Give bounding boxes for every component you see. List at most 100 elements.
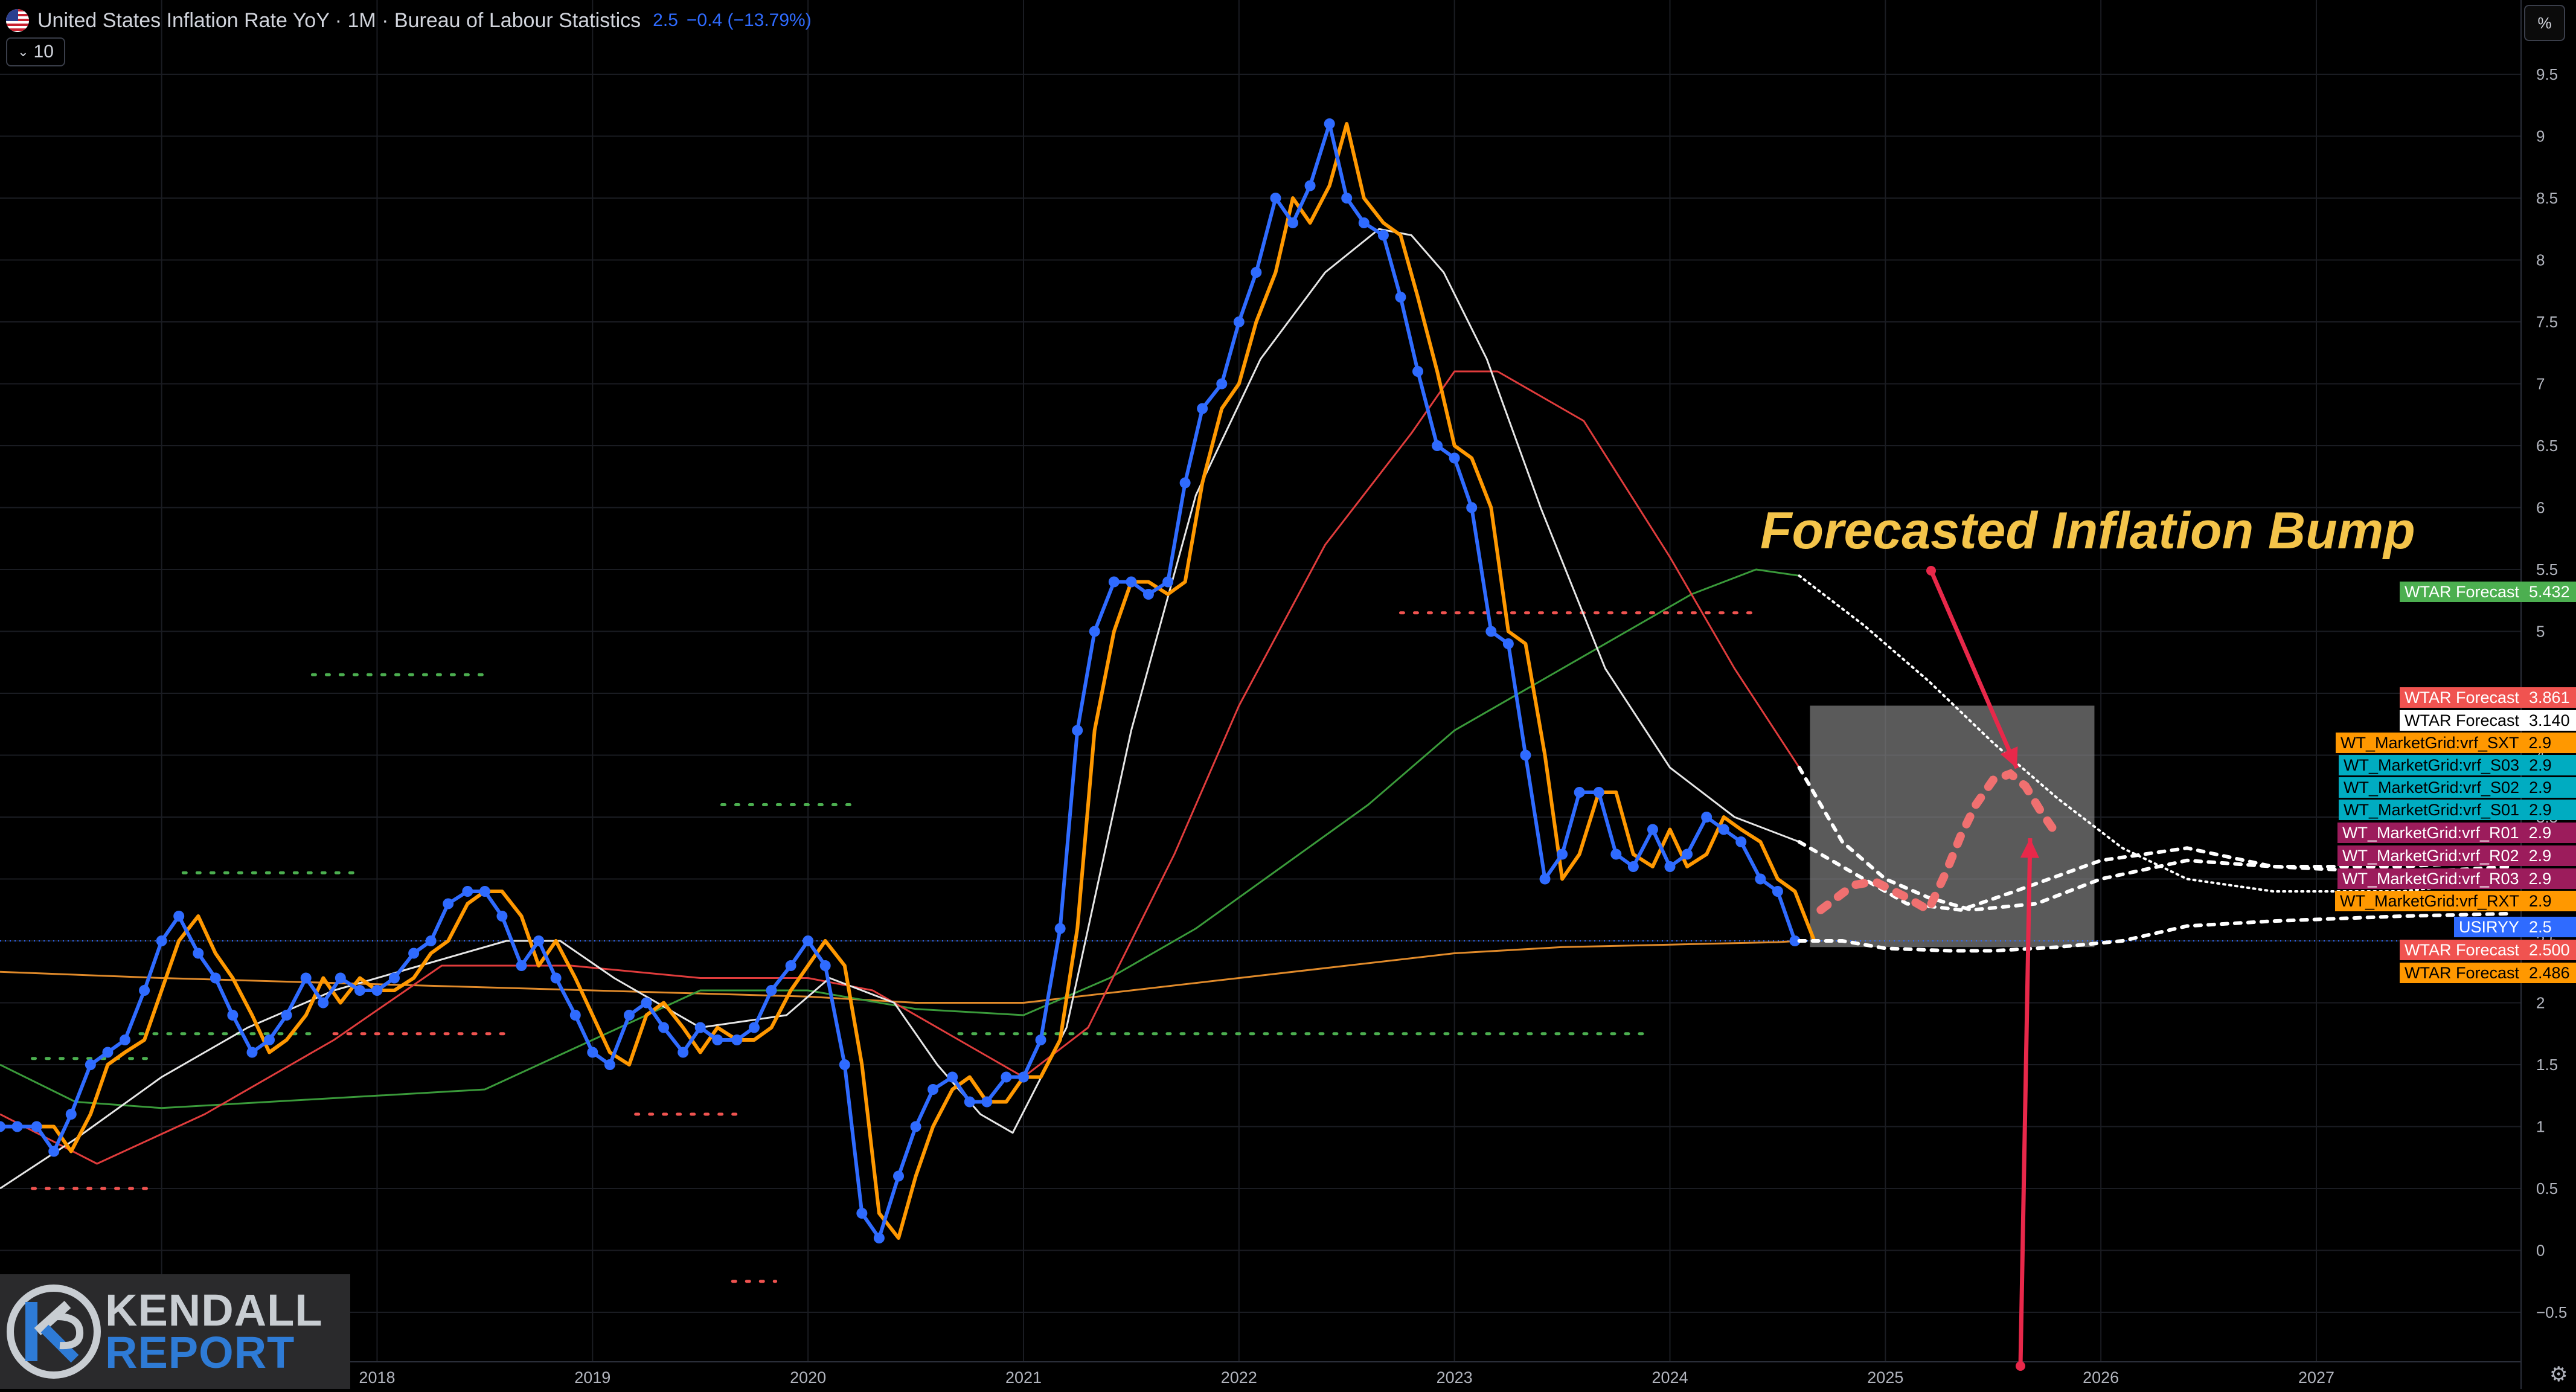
data-point [48, 1146, 60, 1157]
data-point [85, 1059, 96, 1070]
x-tick-label: 2027 [2298, 1368, 2334, 1387]
data-point [193, 948, 204, 959]
data-point [1341, 193, 1353, 204]
price-tag-name: WT_MarketGrid:vrf_S01 [2339, 800, 2525, 820]
data-point [1304, 180, 1316, 191]
data-point [371, 985, 383, 996]
data-point [300, 972, 312, 984]
data-point [425, 935, 437, 946]
x-tick-label: 2025 [1867, 1368, 1903, 1387]
price-tag: WT_MarketGrid:vrf_S02 2.9 [2339, 777, 2576, 798]
price-tag-value: 2.500 [2524, 940, 2576, 960]
annotation-arrow-bottom-head [2020, 838, 2040, 858]
data-point [604, 1059, 615, 1070]
data-point [1216, 378, 1228, 390]
data-point [1142, 589, 1154, 600]
data-point [389, 972, 400, 984]
y-tick-label: 7 [2536, 375, 2545, 393]
data-point [1270, 193, 1281, 204]
data-point [102, 1047, 114, 1058]
data-point [496, 911, 508, 922]
annotation-arrow-top [1929, 569, 2019, 769]
last-value: 2.5 [653, 10, 678, 30]
symbol-title[interactable]: United States Inflation Rate YoY · 1M · … [37, 8, 641, 32]
data-point [11, 1121, 23, 1132]
y-tick-label: 1 [2536, 1118, 2545, 1136]
data-point [227, 1010, 239, 1021]
data-point [1035, 1034, 1046, 1045]
series-line-lagged [17, 122, 1816, 1240]
symbol-header: United States Inflation Rate YoY · 1M · … [6, 5, 812, 36]
y-tick-label: 8 [2536, 251, 2545, 269]
x-tick-label: 2026 [2083, 1368, 2119, 1387]
data-point [1054, 923, 1066, 934]
data-point [139, 985, 150, 996]
data-point [119, 1034, 130, 1045]
data-point [1755, 873, 1766, 885]
y-tick-label: 5.5 [2536, 560, 2558, 579]
data-point [533, 935, 545, 946]
y-tick-label: 5 [2536, 623, 2545, 641]
data-point [550, 972, 562, 984]
price-tag-name: WT_MarketGrid:vrf_R03 [2337, 868, 2524, 889]
series-line-ma_green [0, 568, 1799, 1109]
data-point [1233, 316, 1245, 327]
kr-logo-icon [7, 1285, 101, 1379]
y-tick-label: −0.5 [2536, 1303, 2567, 1321]
price-tag-name: WT_MarketGrid:vrf_R02 [2337, 845, 2524, 866]
y-tick-label: 1.5 [2536, 1056, 2558, 1074]
data-point [1395, 292, 1406, 303]
data-point [947, 1071, 958, 1083]
price-tag-value: 2.486 [2524, 963, 2576, 983]
wtar-forecast-line [1797, 911, 2513, 953]
price-tag-name: WT_MarketGrid:vrf_RXT [2335, 891, 2525, 911]
price-tag-value: 2.9 [2524, 800, 2576, 820]
price-tag-name: WTAR Forecast [2400, 710, 2525, 731]
y-tick-label: 7.5 [2536, 313, 2558, 331]
indicator-collapse-button[interactable]: ⌄ 10 [6, 37, 65, 66]
series-line-ma_white [0, 228, 1800, 1190]
price-tag: WTAR Forecast 2.486 [2400, 963, 2576, 983]
data-point [1574, 787, 1585, 798]
price-tag-name: WT_MarketGrid:vrf_R01 [2337, 823, 2524, 843]
data-point [1072, 725, 1083, 736]
data-point [1358, 217, 1370, 228]
x-tick-label: 2022 [1221, 1368, 1257, 1387]
data-point [1162, 576, 1174, 588]
data-point [1701, 812, 1713, 823]
data-point [856, 1208, 868, 1219]
kendall-report-logo: KENDALL REPORT [0, 1274, 350, 1389]
settings-gear-icon[interactable]: ⚙ [2549, 1363, 2568, 1386]
data-point [1412, 366, 1423, 377]
y-tick-label: 6.5 [2536, 437, 2558, 455]
data-point [1539, 873, 1551, 885]
price-tag-name: WT_MarketGrid:vrf_S03 [2339, 755, 2525, 775]
data-point [1126, 576, 1137, 588]
data-point [1324, 118, 1335, 129]
data-point [1520, 749, 1531, 761]
percent-scale-button[interactable]: % [2524, 5, 2565, 41]
series-line-ma_orange [0, 940, 1799, 1004]
annotation-arrow-bottom-tail [2016, 1361, 2025, 1371]
chevron-down-icon: ⌄ [18, 44, 29, 59]
data-point [678, 1047, 689, 1058]
x-tick-label: 2020 [790, 1368, 826, 1387]
data-point [1664, 861, 1676, 872]
price-tag-value: 5.432 [2524, 582, 2576, 602]
price-tag-value: 2.9 [2524, 777, 2576, 798]
data-point [623, 1010, 635, 1021]
price-tag-value: 2.9 [2524, 891, 2576, 911]
data-point [839, 1059, 850, 1070]
price-tag: WTAR Forecast 3.140 [2400, 710, 2576, 731]
annotation-arrow-top-tail [1926, 566, 1936, 576]
annotation-arrow-bottom [2018, 838, 2033, 1367]
data-point [318, 997, 329, 1009]
price-tag: WT_MarketGrid:vrf_SXT 2.9 [2336, 733, 2576, 753]
data-point [1432, 440, 1443, 451]
data-point [1610, 848, 1622, 860]
price-tag-value: 2.9 [2523, 733, 2576, 753]
data-point [1001, 1071, 1012, 1083]
price-tag-name: WT_MarketGrid:vrf_SXT [2336, 733, 2524, 753]
